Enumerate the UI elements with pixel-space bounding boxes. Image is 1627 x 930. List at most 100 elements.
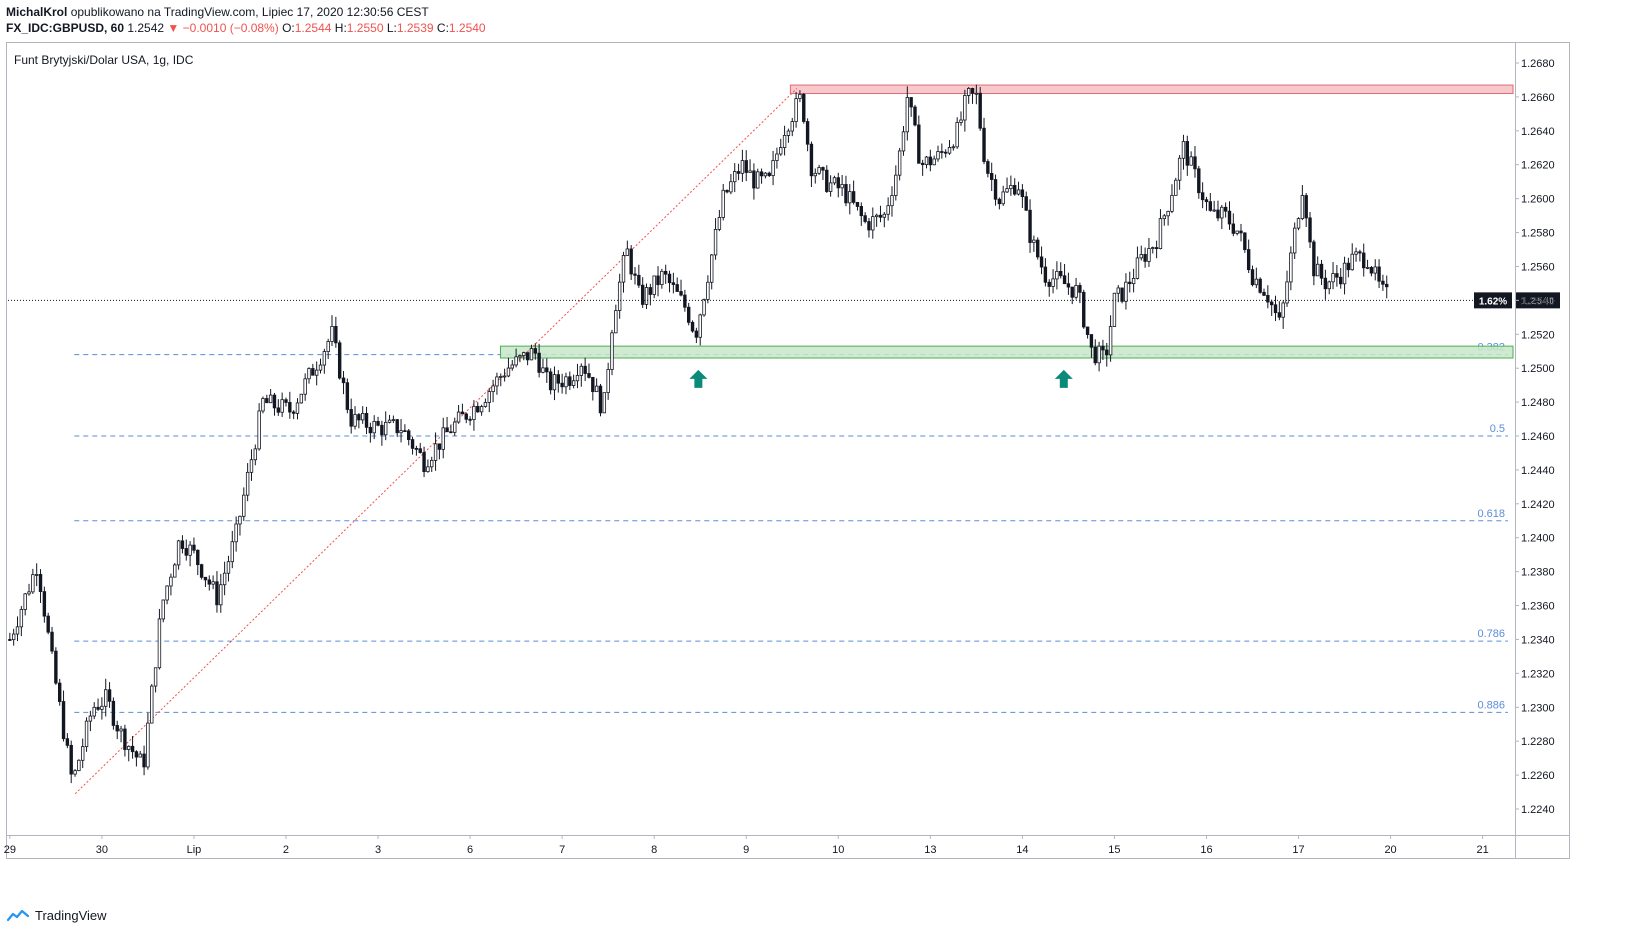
- candle-body: [61, 701, 66, 740]
- candle-body: [1001, 191, 1005, 205]
- tradingview-logo-icon[interactable]: [6, 908, 30, 922]
- candle-body: [50, 631, 54, 652]
- candle-body: [963, 95, 967, 121]
- candle-body: [1300, 195, 1305, 219]
- time-axis[interactable]: 29 30 Lip 2 3 6 7 8 9 10 13 14 15 16 17 20 21: [4, 835, 1489, 856]
- candle-body: [245, 471, 250, 496]
- candle-body: [268, 394, 273, 404]
- close-label: C:: [436, 21, 449, 35]
- candle-body: [184, 548, 188, 556]
- candle-body: [913, 106, 917, 126]
- candle-body: [748, 170, 752, 173]
- open-label: O:: [282, 21, 295, 35]
- y-tick-label: 1.2500: [1521, 363, 1555, 375]
- candle-body: [825, 169, 829, 192]
- y-tick-label: 1.2520: [1521, 329, 1555, 341]
- candle-body: [947, 147, 952, 154]
- candle-body: [1097, 345, 1101, 364]
- candle-body: [234, 523, 238, 543]
- candle-body: [855, 201, 860, 207]
- candle-body: [15, 626, 20, 635]
- candle-body: [437, 443, 442, 450]
- candle-body: [1143, 254, 1147, 262]
- publish-info: opublikowano na TradingView.com, Lipiec …: [70, 5, 429, 19]
- candle-body: [809, 143, 814, 177]
- y-tick-label: 1.2580: [1521, 228, 1555, 240]
- candle-body: [920, 162, 925, 166]
- candle-body: [1020, 189, 1025, 198]
- candle-body: [974, 92, 979, 95]
- candle-body: [88, 715, 93, 722]
- candle-body: [1277, 312, 1282, 318]
- candle-body: [828, 182, 833, 192]
- candle-body: [1089, 334, 1094, 348]
- candle-body: [564, 376, 568, 388]
- candle-body: [119, 728, 123, 732]
- candle-body: [568, 376, 572, 386]
- x-tick-label: 8: [651, 844, 657, 856]
- candle-body: [1289, 252, 1293, 283]
- candle-body: [479, 406, 484, 413]
- candle-body: [357, 414, 361, 421]
- candle-body: [476, 405, 480, 413]
- candle-body: [1358, 251, 1362, 254]
- candle-body: [1273, 304, 1278, 314]
- candle-body: [307, 368, 311, 380]
- candle-body: [759, 171, 764, 177]
- candle-body: [652, 275, 656, 295]
- candle-body: [418, 448, 422, 453]
- candle-body: [96, 706, 100, 710]
- candle-body: [134, 751, 139, 758]
- candle-body: [1227, 210, 1232, 225]
- y-tick-label: 1.2420: [1521, 499, 1555, 511]
- candles: [8, 84, 1389, 784]
- candle-body: [1281, 302, 1285, 318]
- candle-body: [928, 156, 933, 166]
- candle-body: [1024, 196, 1028, 211]
- candle-body: [775, 153, 779, 161]
- candle-body: [464, 413, 468, 420]
- candle-body: [1331, 273, 1335, 283]
- candle-body: [525, 352, 530, 361]
- candle-body: [1269, 301, 1274, 306]
- tradingview-brand[interactable]: TradingView: [35, 907, 107, 923]
- candle-body: [257, 410, 261, 450]
- x-tick-label: 13: [924, 844, 936, 856]
- candle-body: [1239, 230, 1243, 234]
- candle-body: [997, 198, 1002, 205]
- candle-body: [349, 409, 353, 427]
- candle-body: [1377, 266, 1381, 282]
- price-axis[interactable]: 1.2680 1.2660 1.2640 1.2620 1.2600 1.2580 1.25…: [1515, 58, 1555, 816]
- candle-body: [322, 351, 327, 366]
- candle-body: [771, 160, 775, 176]
- zones: [499, 84, 1514, 359]
- candle-body: [8, 639, 12, 641]
- candle-body: [1335, 273, 1339, 278]
- author-name[interactable]: MichalKrol: [6, 5, 68, 19]
- fib-label: 0.886: [1477, 699, 1505, 711]
- candle-body: [77, 759, 81, 772]
- candle-body: [353, 414, 357, 427]
- symbol-label: FX_IDC:GBPUSD, 60: [6, 21, 125, 35]
- candle-body: [602, 392, 607, 414]
- candle-body: [107, 689, 112, 702]
- candle-body: [679, 291, 683, 296]
- y-tick-label: 1.2660: [1521, 92, 1555, 104]
- candle-body: [541, 367, 545, 373]
- candle-body: [606, 369, 610, 394]
- candle-body: [265, 398, 269, 404]
- candle-body: [38, 574, 43, 592]
- candle-body: [341, 377, 346, 384]
- candle-body: [199, 564, 204, 578]
- candle-body: [1231, 223, 1236, 234]
- candle-body: [502, 375, 507, 378]
- candle-body: [1051, 278, 1055, 287]
- candle-body: [295, 402, 300, 414]
- candle-body: [1085, 326, 1090, 335]
- candle-body: [81, 746, 85, 761]
- candle-body: [629, 248, 633, 275]
- candle-body: [153, 667, 158, 687]
- candle-body: [495, 376, 499, 387]
- candle-body: [31, 574, 35, 593]
